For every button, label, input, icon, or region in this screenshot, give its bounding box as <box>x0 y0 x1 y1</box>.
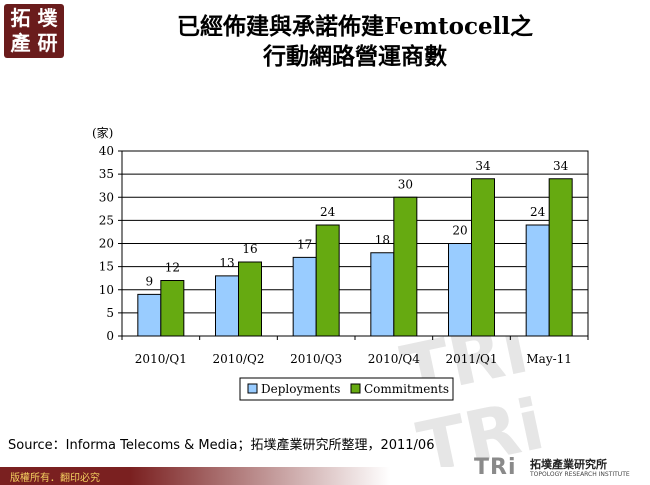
data-label-deployments: 13 <box>219 256 234 270</box>
org-name-en: TOPOLOGY RESEARCH INSTITUTE <box>530 471 630 478</box>
copyright-text: 版權所有．翻印必究 <box>10 473 100 484</box>
y-tick-label: 5 <box>106 306 114 320</box>
bar-commitments <box>548 178 573 337</box>
legend-label-commitments: Commitments <box>364 382 449 396</box>
data-label-commitments: 30 <box>398 177 413 191</box>
legend-swatch-deployments <box>247 383 258 394</box>
x-tick-label: May-11 <box>526 352 572 366</box>
x-tick-label: 2010/Q1 <box>135 352 187 366</box>
data-label-commitments: 34 <box>553 159 569 173</box>
legend-swatch-commitments <box>350 383 361 394</box>
data-label-deployments: 17 <box>297 237 312 251</box>
bar-deployments <box>292 256 317 337</box>
bar-deployments <box>370 252 395 337</box>
brand-logo-line2: 產 研 <box>10 31 58 55</box>
brand-logo: 拓 墣 產 研 <box>4 4 64 58</box>
y-tick-label: 20 <box>99 237 114 251</box>
bar-commitments <box>160 280 185 337</box>
org-name: 拓墣產業研究所 <box>530 458 607 471</box>
x-tick-label: 2010/Q3 <box>290 352 342 366</box>
data-label-deployments: 24 <box>530 205 546 219</box>
y-tick-label: 0 <box>106 329 114 343</box>
brand-logo-line1: 拓 墣 <box>10 6 58 30</box>
source-note: Source：Informa Telecoms & Media；拓墣產業研究所整… <box>8 438 435 453</box>
y-tick-label: 30 <box>99 190 114 204</box>
bar-commitments <box>238 261 262 337</box>
y-tick-label: 10 <box>99 283 114 297</box>
y-tick-label: 25 <box>99 213 114 227</box>
bar-deployments <box>137 293 162 337</box>
bar-commitments <box>315 224 340 337</box>
x-tick-label: 2010/Q2 <box>212 352 264 366</box>
tri-logo: TRi <box>474 455 517 480</box>
bar-deployments <box>525 224 550 337</box>
data-label-commitments: 12 <box>165 261 180 275</box>
y-unit-label: (家) <box>92 125 113 140</box>
bar-chart: 0 5 10 15 20 25 30 35 40 (家) 9 12 2010/Q1 13 16 2010/Q2… <box>92 125 589 401</box>
y-tick-label: 40 <box>99 144 114 158</box>
data-label-deployments: 20 <box>452 224 467 238</box>
data-label-commitments: 16 <box>242 242 257 256</box>
data-label-commitments: 34 <box>475 159 491 173</box>
data-label-deployments: 18 <box>375 233 390 247</box>
bar-deployments <box>448 243 472 337</box>
bar-commitments <box>471 178 495 337</box>
x-tick-label: 2010/Q4 <box>368 352 420 366</box>
legend-box <box>239 377 454 401</box>
y-tick-label: 35 <box>99 167 114 181</box>
y-tick-label: 15 <box>99 260 114 274</box>
x-tick-label: 2011/Q1 <box>445 352 497 366</box>
slide-title: 已經佈建與承諾佈建Femtocell之 行動網路營運商數 <box>100 12 610 72</box>
slide-title-line1: 已經佈建與承諾佈建Femtocell之 <box>176 13 534 40</box>
data-label-deployments: 9 <box>146 274 154 288</box>
slide-title-line2: 行動網路營運商數 <box>263 43 447 70</box>
bar-deployments <box>215 275 239 337</box>
footer-bar <box>0 467 650 485</box>
legend-label-deployments: Deployments <box>261 382 340 396</box>
data-label-commitments: 24 <box>320 205 336 219</box>
bar-commitments <box>393 196 418 337</box>
